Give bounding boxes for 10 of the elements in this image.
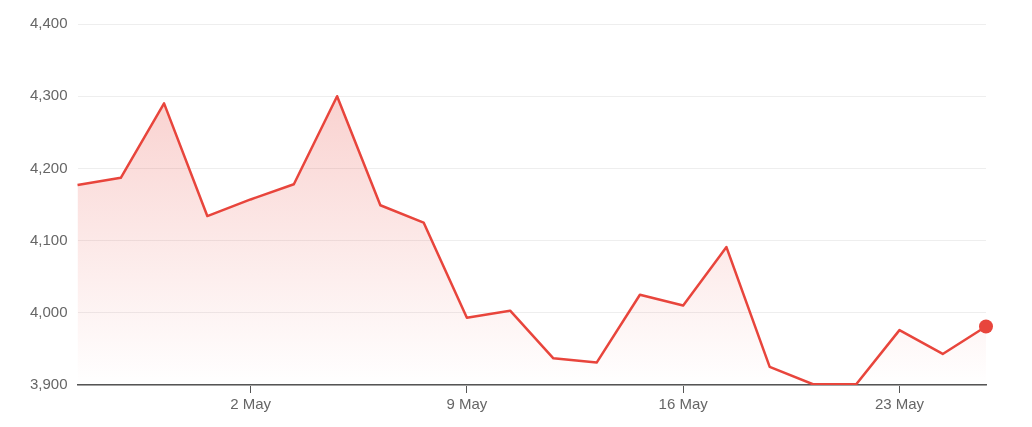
x-tick-label: 9 May [446, 395, 488, 413]
x-tick-label: 23 May [874, 395, 925, 413]
y-tick-label: 4,100 [29, 230, 68, 248]
x-tick-label: 2 May [230, 395, 272, 413]
y-tick-label: 4,300 [29, 86, 68, 104]
y-tick-label: 4,200 [29, 158, 68, 176]
y-tick-label: 4,000 [29, 302, 68, 320]
x-tick-label: 16 May [658, 395, 709, 413]
y-tick-label: 3,900 [29, 375, 68, 393]
y-tick-label: 4,400 [29, 14, 68, 32]
